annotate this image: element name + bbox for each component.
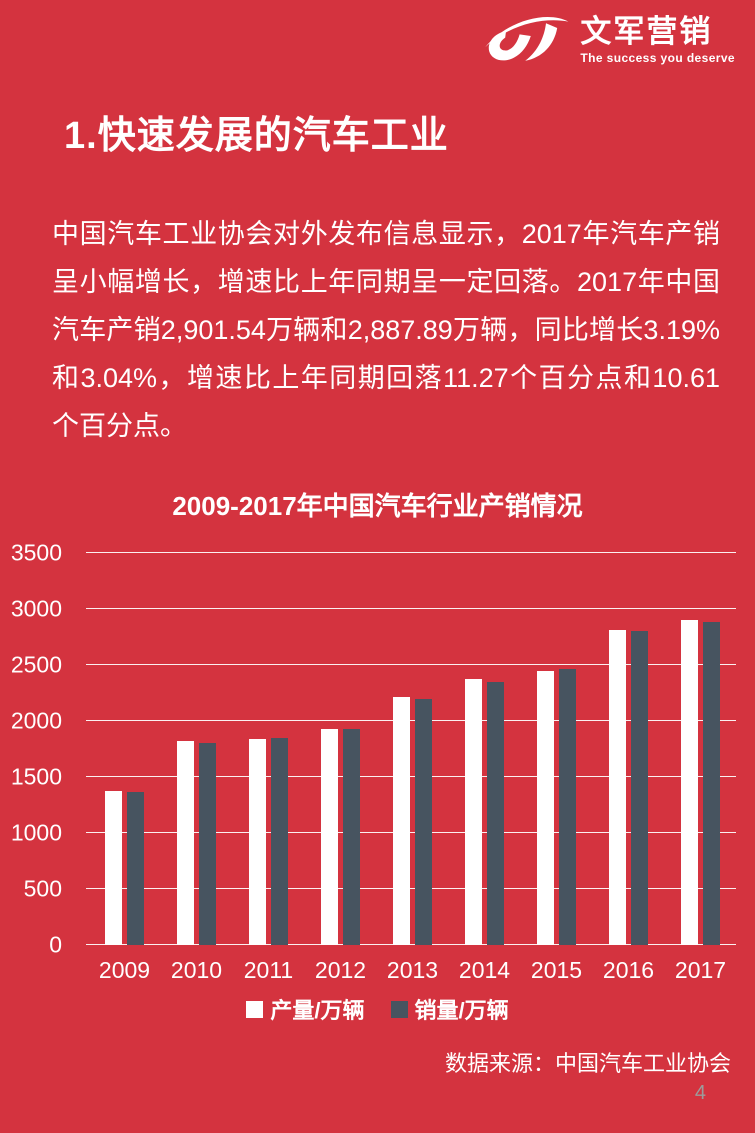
page-number: 4 <box>694 1082 706 1104</box>
legend-swatch-production <box>246 1000 264 1018</box>
y-tick-label: 1000 <box>10 819 62 846</box>
gridline <box>86 776 736 777</box>
gridline <box>86 664 736 665</box>
bar-series-0-2016 <box>609 630 626 945</box>
brand-text: 文军营销 The success you deserve <box>580 13 735 66</box>
bar-series-1-2009 <box>127 792 144 945</box>
chart-plot: 2009 2010 2011 2012 2013 2014 2015 2016 2017 <box>86 552 736 983</box>
x-tick-label: 2016 <box>602 957 655 983</box>
x-tick-label: 2011 <box>243 957 294 983</box>
legend-label-production: 产量/万辆 <box>270 998 365 1023</box>
bar-series-0-2009 <box>105 790 122 945</box>
x-tick-label: 2009 <box>98 957 151 983</box>
chart-y-axis: 0 500 1000 1500 2000 2500 3000 3500 <box>0 541 72 956</box>
y-tick-label: 2000 <box>10 707 62 734</box>
x-tick-label: 2017 <box>674 957 727 983</box>
bar-series-1-2010 <box>199 742 216 945</box>
bar-series-1-2017 <box>703 621 720 945</box>
legend-label-sales: 销量/万辆 <box>414 998 509 1023</box>
gridline <box>86 944 736 945</box>
bar-group-2010: 2010 <box>171 553 222 983</box>
x-tick-label: 2013 <box>386 957 439 983</box>
gridline <box>86 888 736 889</box>
bar-group-2015: 2015 <box>531 553 582 983</box>
bar-series-0-2014 <box>465 679 482 945</box>
legend-item-production: 产量/万辆 <box>246 993 365 1025</box>
bar-group-2017: 2017 <box>675 553 726 983</box>
bar-series-1-2014 <box>487 681 504 945</box>
bar-series-0-2011 <box>249 738 266 945</box>
bar-group-2013: 2013 <box>387 553 438 983</box>
y-tick-label: 3500 <box>10 539 62 566</box>
data-source-note: 数据来源：中国汽车工业协会 <box>444 1051 731 1076</box>
chart-legend: 产量/万辆 销量/万辆 <box>0 993 755 1025</box>
y-tick-label: 0 <box>49 931 62 958</box>
bar-series-0-2017 <box>681 619 698 945</box>
chart-title: 2009-2017年中国汽车行业产销情况 <box>172 491 583 521</box>
bar-series-1-2011 <box>271 737 288 945</box>
bar-group-2012: 2012 <box>315 553 366 983</box>
y-tick-label: 1500 <box>10 763 62 790</box>
legend-item-sales: 销量/万辆 <box>390 993 509 1025</box>
bar-series-1-2015 <box>559 669 576 945</box>
bar-groups: 2009 2010 2011 2012 2013 2014 2015 2016 2017 <box>86 553 736 983</box>
bar-group-2014: 2014 <box>459 553 510 983</box>
x-tick-label: 2012 <box>314 957 367 983</box>
legend-swatch-sales <box>390 1000 408 1018</box>
x-tick-label: 2014 <box>458 957 511 983</box>
y-tick-label: 3000 <box>10 595 62 622</box>
gridline <box>86 832 736 833</box>
brand-name: 文军营销 <box>580 13 713 49</box>
bar-series-1-2013 <box>415 698 432 945</box>
brand-logo: 文军营销 The success you deserve <box>482 12 735 68</box>
gridline <box>86 552 736 553</box>
bar-series-0-2015 <box>537 670 554 945</box>
body-paragraph: 中国汽车工业协会对外发布信息显示，2017年汽车产销呈小幅增长，增速比上年同期呈… <box>52 219 720 441</box>
x-tick-label: 2010 <box>170 957 223 983</box>
bar-series-0-2013 <box>393 697 410 945</box>
uj-swoosh-icon <box>482 12 570 68</box>
bar-group-2009: 2009 <box>99 553 150 983</box>
bar-series-1-2012 <box>343 728 360 945</box>
bar-series-0-2010 <box>177 740 194 945</box>
section-title: 1.快速发展的汽车工业 <box>64 115 449 157</box>
y-tick-label: 500 <box>23 875 62 902</box>
gridline <box>86 720 736 721</box>
gridline <box>86 608 736 609</box>
y-tick-label: 2500 <box>10 651 62 678</box>
x-tick-label: 2015 <box>530 957 583 983</box>
bar-group-2016: 2016 <box>603 553 654 983</box>
bar-group-2011: 2011 <box>244 553 293 983</box>
bar-series-0-2012 <box>321 729 338 945</box>
bar-series-1-2016 <box>631 631 648 945</box>
brand-tagline: The success you deserve <box>580 51 735 66</box>
